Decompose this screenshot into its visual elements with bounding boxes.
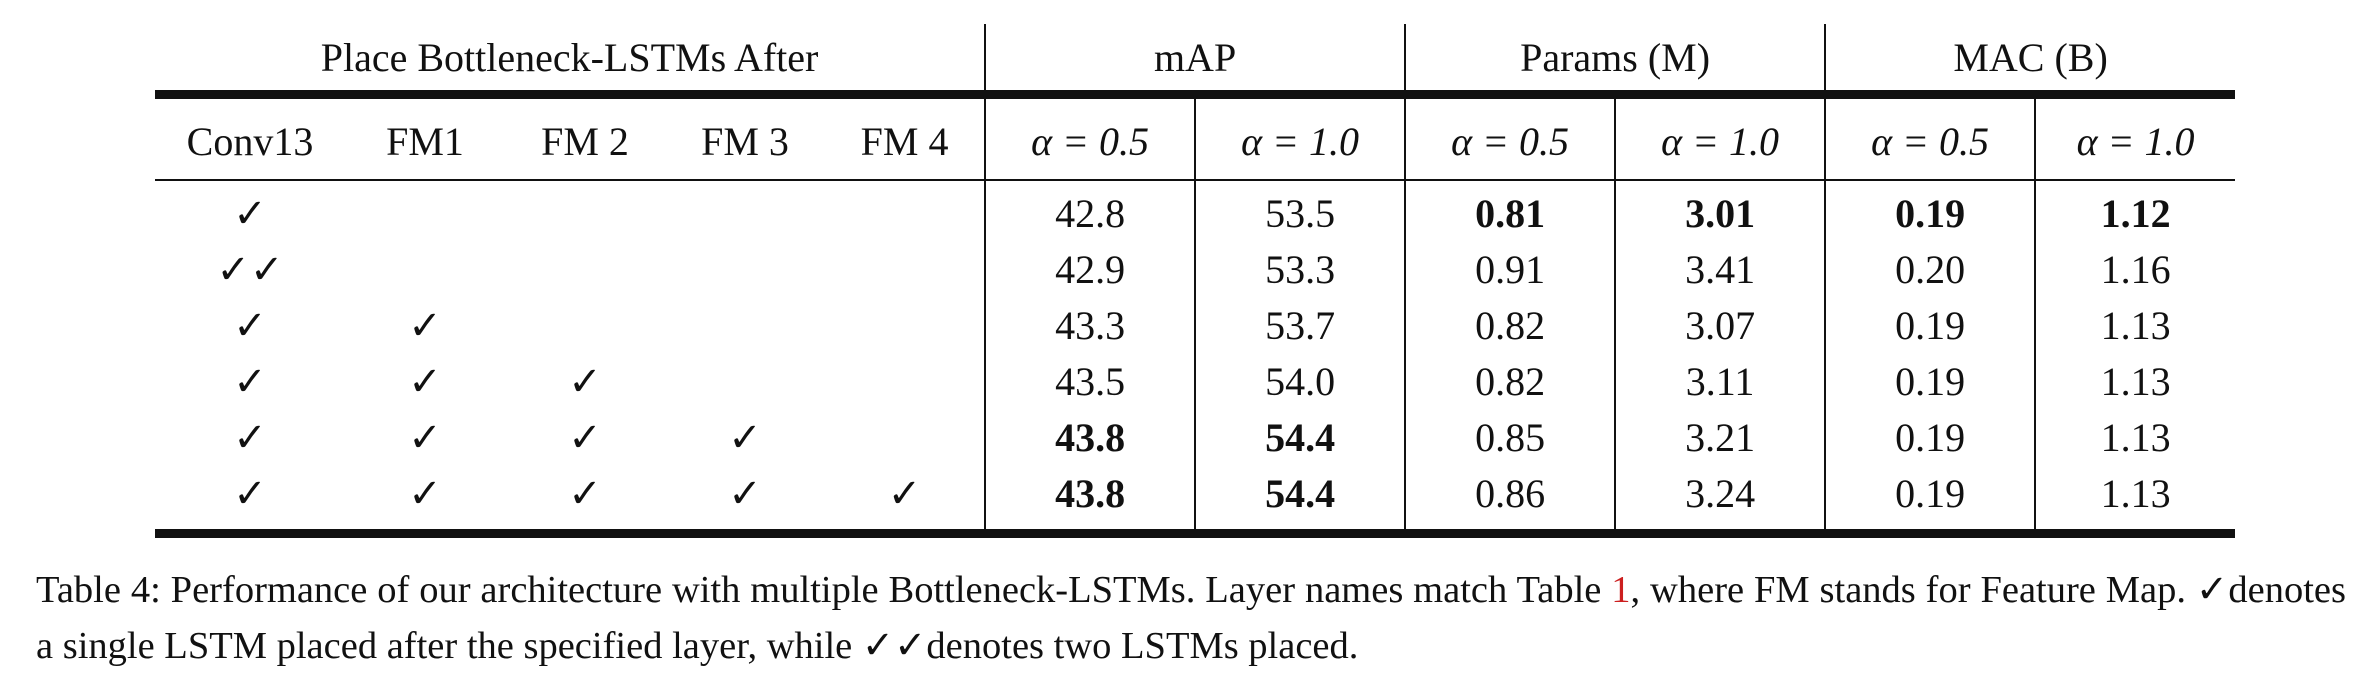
checkmark-cell <box>825 297 985 353</box>
col-header-map-alpha-0-5: α = 0.5 <box>984 94 1196 180</box>
value-cell: 0.19 <box>1824 409 2036 465</box>
group-header-placement: Place Bottleneck-LSTMs After <box>320 34 819 80</box>
caption-table-reference[interactable]: 1 <box>1611 569 1631 611</box>
table-row: ✓ ✓ ✓ ✓ ✓ 43.8 54.4 0.86 3.24 0.19 1.13 <box>155 465 2236 534</box>
checkmark-cell: ✓ <box>568 358 602 404</box>
col-header-params-alpha-0-5: α = 0.5 <box>1404 94 1616 180</box>
value-cell: 1.16 <box>2034 241 2236 297</box>
table-row: ✓ ✓ 43.3 53.7 0.82 3.07 0.19 1.13 <box>155 297 2236 353</box>
value-cell: 43.3 <box>984 297 1196 353</box>
table-caption: Table 4: Performance of our architecture… <box>36 562 2346 674</box>
group-header-row: Place Bottleneck-LSTMs After mAP Params … <box>155 24 2236 95</box>
value-cell: 1.13 <box>2034 465 2236 534</box>
checkmark-cell: ✓ <box>233 190 267 236</box>
checkmark-cell <box>665 180 825 241</box>
value-cell: 0.20 <box>1824 241 2036 297</box>
checkmark-cell <box>665 241 825 297</box>
col-header-fm4: FM 4 <box>860 118 949 164</box>
value-cell: 43.8 <box>984 409 1196 465</box>
checkmark-cell: ✓ <box>408 470 442 516</box>
value-cell: 3.21 <box>1614 409 1826 465</box>
col-header-mac-alpha-0-5: α = 0.5 <box>1824 94 2036 180</box>
value-cell: 0.91 <box>1404 241 1616 297</box>
col-header-fm3: FM 3 <box>701 118 789 164</box>
checkmark-cell <box>505 297 665 353</box>
checkmark-cell: ✓✓ <box>216 246 284 292</box>
checkmark-cell: ✓ <box>233 414 267 460</box>
value-cell: 43.8 <box>984 465 1196 534</box>
group-header-params: Params (M) <box>1404 24 1826 95</box>
checkmark-cell <box>345 180 505 241</box>
value-cell: 3.24 <box>1614 465 1826 534</box>
value-cell: 3.11 <box>1614 353 1826 409</box>
value-cell: 53.7 <box>1194 297 1406 353</box>
caption-text-start: Table 4: Performance of our architecture… <box>36 569 1612 611</box>
results-table-container: Place Bottleneck-LSTMs After mAP Params … <box>155 24 2236 538</box>
checkmark-cell <box>825 409 985 465</box>
checkmark-cell <box>825 241 985 297</box>
checkmark-cell: ✓ <box>568 414 602 460</box>
value-cell: 0.19 <box>1824 297 2036 353</box>
value-cell: 1.13 <box>2034 353 2236 409</box>
value-cell: 0.82 <box>1404 353 1616 409</box>
results-table: Place Bottleneck-LSTMs After mAP Params … <box>155 24 2236 538</box>
checkmark-cell <box>665 297 825 353</box>
value-cell: 0.19 <box>1824 180 2036 241</box>
table-row: ✓✓ 42.9 53.3 0.91 3.41 0.20 1.16 <box>155 241 2236 297</box>
col-header-map-alpha-1-0: α = 1.0 <box>1194 94 1406 180</box>
col-header-params-alpha-1-0: α = 1.0 <box>1614 94 1826 180</box>
value-cell: 0.85 <box>1404 409 1616 465</box>
value-cell: 3.41 <box>1614 241 1826 297</box>
checkmark-cell: ✓ <box>233 358 267 404</box>
value-cell: 54.0 <box>1194 353 1406 409</box>
value-cell: 3.07 <box>1614 297 1826 353</box>
checkmark-cell: ✓ <box>887 470 922 516</box>
group-header-mac: MAC (B) <box>1824 24 2236 95</box>
checkmark-cell: ✓ <box>408 358 442 404</box>
value-cell: 3.01 <box>1614 180 1826 241</box>
col-header-conv13: Conv13 <box>186 118 314 164</box>
checkmark-cell: ✓ <box>728 414 762 460</box>
col-header-mac-alpha-1-0: α = 1.0 <box>2034 94 2236 180</box>
checkmark-cell: ✓ <box>728 470 762 516</box>
value-cell: 0.81 <box>1404 180 1616 241</box>
checkmark-cell <box>825 180 985 241</box>
value-cell: 0.82 <box>1404 297 1616 353</box>
checkmark-cell: ✓ <box>568 470 602 516</box>
table-row: ✓ 42.8 53.5 0.81 3.01 0.19 1.12 <box>155 180 2236 241</box>
col-header-fm1: FM1 <box>386 118 464 164</box>
caption-text-end: , where FM stands for Feature Map. ✓deno… <box>36 569 2346 667</box>
table-body: ✓ 42.8 53.5 0.81 3.01 0.19 1.12 ✓✓ 42.9 53.3 0.91 3… <box>155 180 2236 534</box>
group-header-map: mAP <box>984 24 1406 95</box>
col-header-fm2: FM 2 <box>541 118 629 164</box>
value-cell: 1.13 <box>2034 297 2236 353</box>
checkmark-cell <box>825 353 985 409</box>
checkmark-cell <box>345 241 505 297</box>
value-cell: 54.4 <box>1194 465 1406 534</box>
value-cell: 1.12 <box>2034 180 2236 241</box>
table-row: ✓ ✓ ✓ ✓ 43.8 54.4 0.85 3.21 0.19 1.13 <box>155 409 2236 465</box>
value-cell: 42.8 <box>984 180 1196 241</box>
value-cell: 1.13 <box>2034 409 2236 465</box>
value-cell: 0.86 <box>1404 465 1616 534</box>
column-header-row: Conv13 FM1 FM 2 FM 3 FM 4 α = 0.5 α = 1.… <box>155 94 2236 180</box>
checkmark-cell: ✓ <box>233 302 267 348</box>
value-cell: 42.9 <box>984 241 1196 297</box>
checkmark-cell: ✓ <box>408 414 442 460</box>
checkmark-cell <box>505 180 665 241</box>
value-cell: 0.19 <box>1824 465 2036 534</box>
value-cell: 43.5 <box>984 353 1196 409</box>
value-cell: 54.4 <box>1194 409 1406 465</box>
value-cell: 0.19 <box>1824 353 2036 409</box>
value-cell: 53.5 <box>1194 180 1406 241</box>
checkmark-cell: ✓ <box>408 302 442 348</box>
checkmark-cell <box>505 241 665 297</box>
value-cell: 53.3 <box>1194 241 1406 297</box>
checkmark-cell: ✓ <box>233 470 267 516</box>
table-row: ✓ ✓ ✓ 43.5 54.0 0.82 3.11 0.19 1.13 <box>155 353 2236 409</box>
checkmark-cell <box>665 353 825 409</box>
